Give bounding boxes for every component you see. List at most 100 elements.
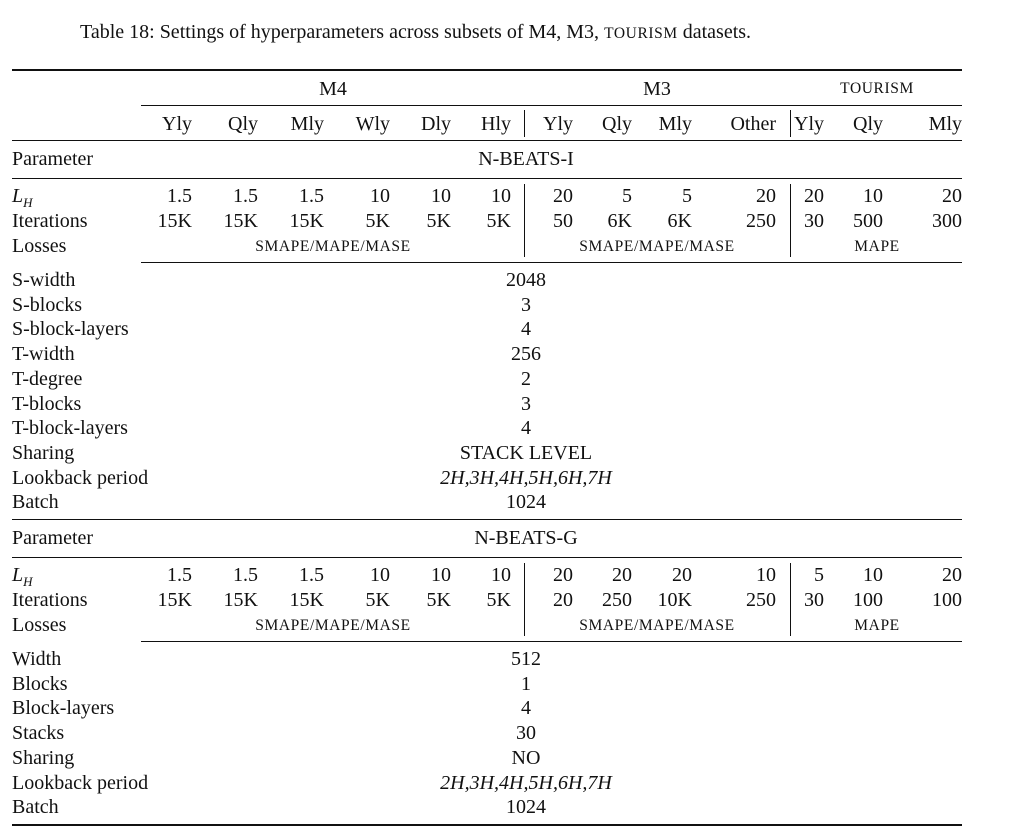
group-header: M4	[319, 78, 347, 100]
subset-separator	[524, 110, 525, 137]
model-name: N-BEATS-I	[478, 148, 574, 170]
section-header-rule	[12, 178, 962, 179]
loss-value: SMAPE/MAPE/MASE	[579, 238, 735, 255]
lh-value: 20	[612, 564, 632, 586]
subset-separator	[790, 110, 791, 137]
lh-value: 1.5	[167, 185, 192, 207]
subset-header: Wly	[355, 113, 390, 135]
group-underline	[141, 105, 962, 106]
param-value: 4	[521, 697, 531, 720]
param-name: Batch	[12, 491, 59, 514]
param-value: 1024	[506, 491, 546, 514]
parameter-header: Parameter	[12, 527, 94, 549]
lh-value: 20	[553, 185, 573, 207]
lh-value: 10	[491, 185, 511, 207]
param-value: 2048	[506, 269, 546, 291]
group-separator	[524, 184, 525, 257]
lh-subscript: H	[23, 574, 33, 589]
section-top-rule	[12, 140, 962, 141]
subset-header: Qly	[228, 113, 258, 135]
table-bottom-rule	[12, 824, 962, 826]
lh-value: 20	[804, 185, 824, 207]
iterations-value: 30	[804, 589, 824, 611]
iterations-value: 15K	[289, 210, 324, 232]
group-header: TOURISM	[840, 80, 914, 97]
caption-suffix: datasets.	[677, 21, 752, 43]
parameter-header: Parameter	[12, 148, 94, 170]
subset-header: Mly	[290, 113, 324, 135]
lh-value: 20	[672, 564, 692, 586]
param-name: T-degree	[12, 367, 83, 390]
param-name: S-width	[12, 269, 76, 291]
iterations-value: 5K	[365, 589, 390, 611]
iterations-value: 6K	[607, 210, 632, 232]
iterations-value: 500	[853, 210, 883, 232]
param-name: T-block-layers	[12, 417, 128, 440]
subset-header: Dly	[421, 113, 451, 135]
lh-value: 10	[431, 564, 451, 586]
lh-value: 10	[370, 564, 390, 586]
loss-value: SMAPE/MAPE/MASE	[579, 617, 735, 634]
losses-underline	[141, 262, 962, 263]
iterations-value: 15K	[223, 589, 258, 611]
param-value: 4	[521, 417, 531, 440]
param-name: Stacks	[12, 722, 65, 745]
lh-value: 5	[682, 185, 692, 207]
param-name: Batch	[12, 796, 59, 819]
loss-value: MAPE	[854, 238, 900, 255]
iterations-value: 100	[853, 589, 883, 611]
param-name: S-block-layers	[12, 318, 129, 341]
lh-value: 1.5	[299, 185, 324, 207]
lh-value: 10	[491, 564, 511, 586]
lh-value: 10	[756, 564, 776, 586]
iterations-value: 250	[746, 210, 776, 232]
iterations-value: 5K	[426, 589, 451, 611]
subset-header: Yly	[794, 113, 824, 135]
lh-value: 1.5	[299, 564, 324, 586]
losses-underline	[141, 641, 962, 642]
param-value: 3	[521, 392, 531, 415]
lh-value: 10	[431, 185, 451, 207]
iterations-value: 15K	[289, 589, 324, 611]
subset-header: Qly	[602, 113, 632, 135]
param-name: Sharing	[12, 746, 75, 769]
lh-value: 1.5	[233, 185, 258, 207]
subset-header: Yly	[162, 113, 192, 135]
subset-header: Yly	[543, 113, 573, 135]
caption-tourism-smallcaps: TOURISM	[604, 25, 678, 42]
param-value: 30	[516, 722, 536, 745]
param-value: 512	[511, 648, 541, 670]
iterations-label: Iterations	[12, 589, 88, 611]
loss-value: SMAPE/MAPE/MASE	[255, 617, 411, 634]
param-value: 4	[521, 318, 531, 341]
group-separator	[524, 563, 525, 636]
iterations-value: 5K	[486, 210, 511, 232]
iterations-value: 250	[746, 589, 776, 611]
iterations-value: 250	[602, 589, 632, 611]
iterations-value: 10K	[657, 589, 692, 611]
lh-value: 10	[370, 185, 390, 207]
iterations-value: 6K	[667, 210, 692, 232]
iterations-value: 5K	[486, 589, 511, 611]
group-separator	[790, 563, 791, 636]
iterations-value: 20	[553, 589, 573, 611]
param-name: Block-layers	[12, 697, 115, 720]
param-value: STACK LEVEL	[459, 441, 593, 464]
param-value: 256	[511, 343, 541, 366]
loss-value: SMAPE/MAPE/MASE	[255, 238, 411, 255]
param-name: T-width	[12, 343, 75, 366]
param-name: Blocks	[12, 672, 68, 695]
lh-value: 1.5	[233, 564, 258, 586]
lh-value: 10	[863, 564, 883, 586]
iterations-value: 15K	[223, 210, 258, 232]
group-header: M3	[643, 78, 671, 100]
lh-symbol: L	[12, 564, 24, 586]
param-name: T-blocks	[12, 392, 82, 415]
lh-value: 1.5	[167, 564, 192, 586]
lh-label: LH	[12, 186, 33, 209]
group-separator	[790, 184, 791, 257]
model-name: N-BEATS-G	[474, 527, 578, 549]
lh-value: 20	[756, 185, 776, 207]
iterations-value: 15K	[157, 589, 192, 611]
param-value: 2H,3H,4H,5H,6H,7H	[440, 466, 612, 489]
